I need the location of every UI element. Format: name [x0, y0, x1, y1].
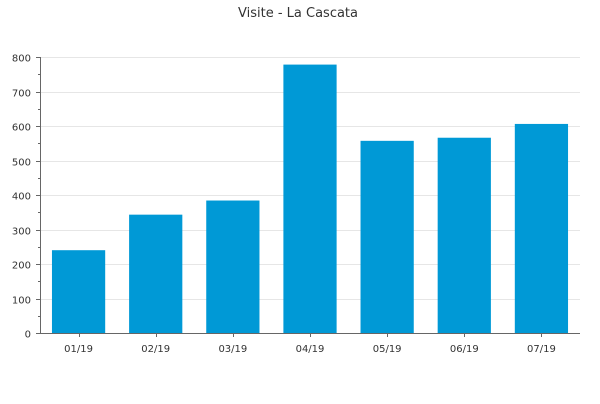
bar-07-19[interactable] — [514, 123, 569, 334]
axes — [36, 57, 580, 337]
x-tick-label: 01/19 — [64, 344, 93, 355]
y-tick-label: 0 — [25, 330, 31, 341]
y-tick-label: 300 — [12, 227, 31, 238]
bar-03-19[interactable] — [206, 200, 260, 333]
y-tick-label: 400 — [12, 192, 31, 203]
bars — [51, 64, 569, 334]
bar-05-19[interactable] — [360, 140, 414, 333]
x-tick-label: 05/19 — [373, 344, 402, 355]
x-tick-label: 07/19 — [527, 344, 556, 355]
y-tick-label: 100 — [12, 296, 31, 307]
y-tick-label: 600 — [12, 123, 31, 134]
y-tick-label: 500 — [12, 158, 31, 169]
bar-06-19[interactable] — [437, 137, 491, 333]
y-tick-label: 200 — [12, 261, 31, 272]
x-tick-label: 02/19 — [141, 344, 170, 355]
y-tick-label: 800 — [12, 54, 31, 65]
x-tick-labels: 01/19 02/19 03/19 04/19 05/19 06/19 07/19 — [64, 344, 556, 355]
bar-02-19[interactable] — [129, 214, 183, 333]
x-tick-label: 03/19 — [218, 344, 247, 355]
x-tick-label: 06/19 — [450, 344, 479, 355]
y-tick-labels: 0 100 200 300 400 500 600 700 800 — [12, 54, 31, 341]
chart-title: Visite - La Cascata — [238, 6, 358, 21]
bar-01-19[interactable] — [51, 250, 106, 333]
bar-04-19[interactable] — [283, 64, 337, 333]
x-tick-label: 04/19 — [296, 344, 325, 355]
y-tick-label: 700 — [12, 89, 31, 100]
